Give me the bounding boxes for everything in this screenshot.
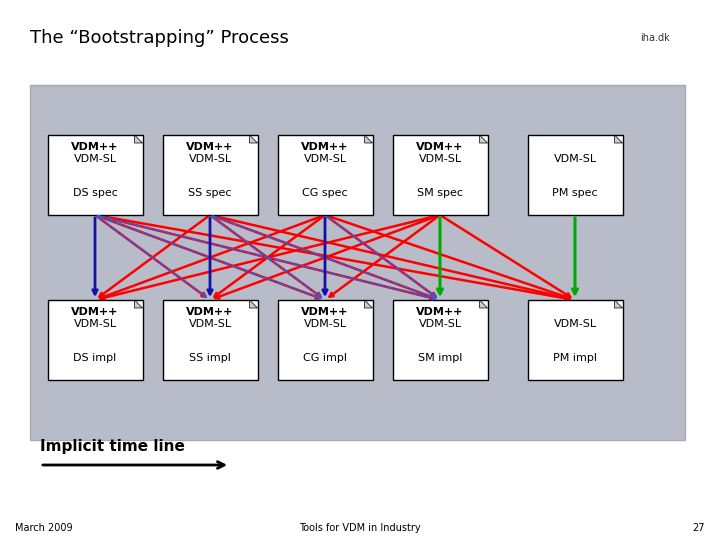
Text: SS impl: SS impl [189, 353, 231, 363]
Text: SM spec: SM spec [417, 188, 463, 198]
Text: 27: 27 [693, 523, 705, 533]
Text: SS spec: SS spec [188, 188, 232, 198]
Bar [48, 135, 143, 215]
Text: VDM-SL: VDM-SL [73, 154, 117, 164]
Text: CG impl: CG impl [303, 353, 347, 363]
Text: Implicit time line: Implicit time line [40, 440, 185, 455]
Text: PM impl: PM impl [553, 353, 597, 363]
Text: CG spec: CG spec [302, 188, 348, 198]
Text: VDM++: VDM++ [301, 307, 348, 317]
Text: VDM++: VDM++ [416, 142, 464, 152]
Text: PM spec: PM spec [552, 188, 598, 198]
Text: VDM++: VDM++ [186, 307, 234, 317]
Text: VDM-SL: VDM-SL [418, 154, 462, 164]
Polygon shape [614, 300, 623, 308]
Text: VDM-SL: VDM-SL [73, 319, 117, 329]
Text: Tools for VDM in Industry: Tools for VDM in Industry [300, 523, 420, 533]
Text: VDM++: VDM++ [186, 142, 234, 152]
Text: DS impl: DS impl [73, 353, 117, 363]
Bar [392, 135, 487, 215]
Polygon shape [364, 135, 372, 143]
Text: VDM-SL: VDM-SL [189, 154, 232, 164]
Bar [528, 300, 623, 380]
Text: VDM-SL: VDM-SL [303, 319, 346, 329]
Text: March 2009: March 2009 [15, 523, 73, 533]
Polygon shape [135, 300, 143, 308]
Polygon shape [480, 135, 487, 143]
Text: VDM-SL: VDM-SL [554, 319, 597, 329]
Bar [277, 300, 372, 380]
Polygon shape [250, 300, 258, 308]
Bar [528, 135, 623, 215]
Text: DS spec: DS spec [73, 188, 117, 198]
Bar [48, 300, 143, 380]
Polygon shape [364, 300, 372, 308]
Text: VDM++: VDM++ [416, 307, 464, 317]
Text: VDM-SL: VDM-SL [418, 319, 462, 329]
Bar [163, 300, 258, 380]
Text: VDM-SL: VDM-SL [554, 154, 597, 164]
Text: VDM-SL: VDM-SL [303, 154, 346, 164]
Text: VDM++: VDM++ [71, 142, 119, 152]
Bar [30, 85, 685, 440]
Text: iha.dk: iha.dk [640, 33, 670, 43]
Text: VDM-SL: VDM-SL [189, 319, 232, 329]
Bar [163, 135, 258, 215]
Text: SM impl: SM impl [418, 353, 462, 363]
Polygon shape [614, 135, 623, 143]
Text: VDM++: VDM++ [71, 307, 119, 317]
Polygon shape [480, 300, 487, 308]
Bar [277, 135, 372, 215]
Text: VDM++: VDM++ [301, 142, 348, 152]
Text: The “Bootstrapping” Process: The “Bootstrapping” Process [30, 29, 289, 47]
Polygon shape [250, 135, 258, 143]
Polygon shape [135, 135, 143, 143]
Bar [392, 300, 487, 380]
